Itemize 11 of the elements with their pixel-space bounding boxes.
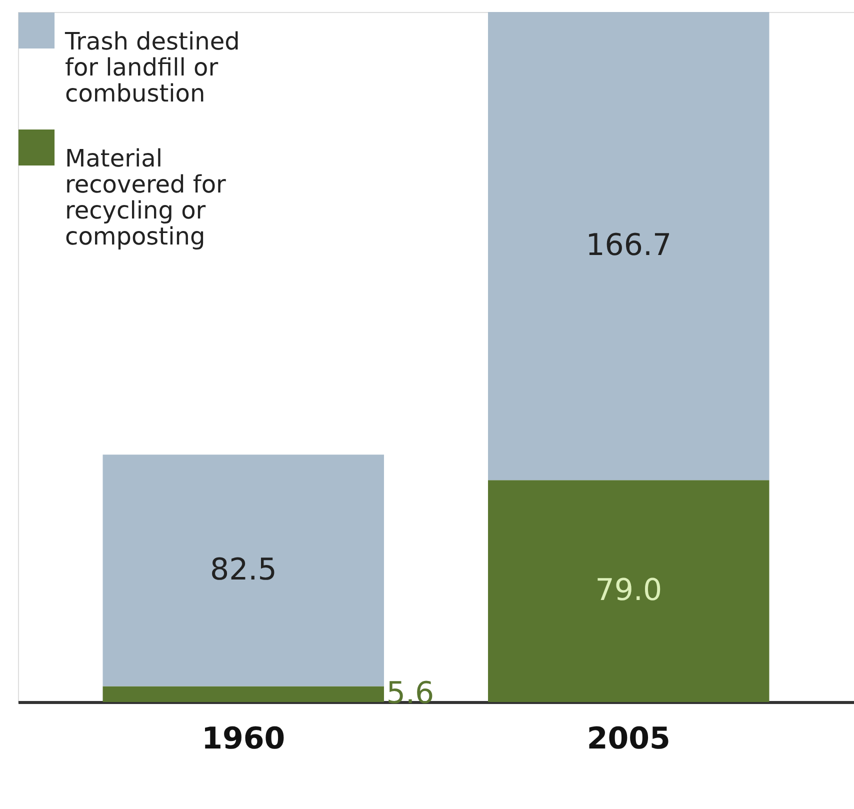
data-label: 82.5 xyxy=(210,552,277,588)
bar xyxy=(102,686,384,702)
x-tick-label: 2005 xyxy=(586,722,670,756)
data-label: 166.7 xyxy=(586,228,672,264)
legend-label: Material recovered for recycling or composting xyxy=(65,144,226,250)
x-tick-label: 1960 xyxy=(202,722,286,756)
data-label: 79.0 xyxy=(595,573,662,608)
bar xyxy=(488,12,770,480)
bar xyxy=(488,480,770,702)
legend-label: Trash destined for landfill or combustion xyxy=(64,28,240,108)
bar xyxy=(102,454,384,686)
